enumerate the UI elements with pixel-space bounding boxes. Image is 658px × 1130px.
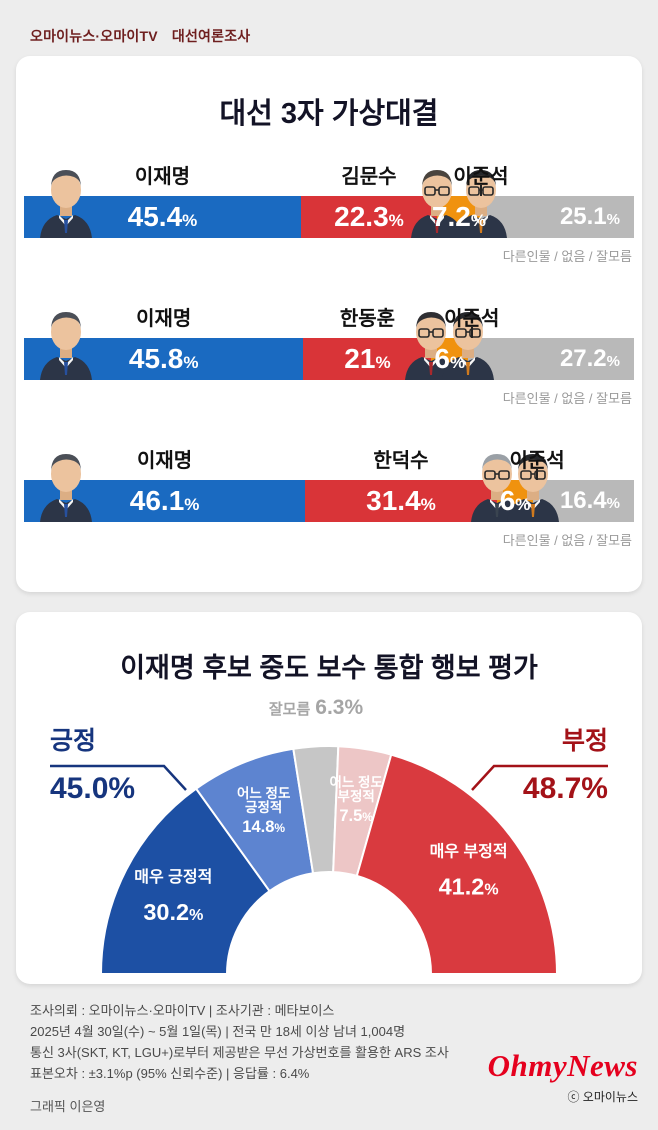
others-caption: 다른인물 / 없음 / 잘모름 <box>502 391 632 406</box>
percent-label: 27.2% <box>559 345 620 372</box>
donut-segment-label: 어느 정도 <box>237 785 291 801</box>
candidate-name: 이준석 <box>453 166 509 188</box>
donut-segment-label: 매우 긍정적 <box>134 868 212 886</box>
candidate-name: 이준석 <box>444 308 500 330</box>
donut-segment-label: 부정적 <box>338 788 375 804</box>
bar-segment <box>468 338 634 380</box>
candidate-photo <box>401 158 473 238</box>
donut-segment <box>99 787 271 975</box>
negative-label: 부정 48.7% <box>522 727 608 806</box>
candidate-name: 이재명 <box>134 166 191 188</box>
matchup-row: 이재명 46.1% 한덕수 31.4% 이준석 6% 16.4% 다른인물 / 없음 / 잘모… <box>24 438 634 580</box>
survey-footer: 조사의뢰 : 오마이뉴스·오마이TV | 조사기관 : 메타보이스 2025년 … <box>30 1000 449 1117</box>
positive-label: 긍정 45.0% <box>50 727 136 806</box>
bar-segment <box>480 196 634 238</box>
matchup-row: 이재명 45.8% 한동훈 21% 이준석 6% 27.2% 다른인물 / 없음 / 잘모름 <box>24 296 634 438</box>
matchup-rows: 이재명 45.4% 김문수 22.3% 이준석 7.2% 25.1% 다른인물 / 없음 / … <box>24 154 634 580</box>
candidate-name: 이재명 <box>136 450 193 472</box>
positive-leader-line <box>50 764 187 791</box>
percent-label: 21% <box>344 343 391 374</box>
positive-name: 긍정 <box>50 727 97 755</box>
dontknow-percent: 6.3% <box>315 696 364 719</box>
percent-label: 7.2% <box>431 201 486 232</box>
graphic-credit: 그래픽 이은영 <box>30 1099 106 1114</box>
others-caption: 다른인물 / 없음 / 잘모름 <box>502 533 632 548</box>
page-header: 오마이뉴스·오마이TV 대선여론조사 <box>30 26 250 46</box>
matchup-card: 대선 3자 가상대결 이재명 45.4% 김문수 22.3% 이준석 7.2% 25.1% 다… <box>16 56 642 592</box>
candidate-name: 이재명 <box>136 308 192 330</box>
candidate-name: 이준석 <box>509 450 565 472</box>
percent-label: 6% <box>434 343 466 374</box>
evaluation-title: 이재명 후보 중도 보수 통합 행보 평가 <box>120 653 538 683</box>
stacked-bar <box>24 338 634 380</box>
header-brand: 오마이뉴스·오마이TV <box>30 28 158 44</box>
donut-segment-label: 매우 부정적 <box>430 842 508 860</box>
percent-label: 31.4% <box>366 485 436 516</box>
percent-label: 22.3% <box>334 201 404 232</box>
matchup-row: 이재명 45.4% 김문수 22.3% 이준석 7.2% 25.1% 다른인물 / 없음 / … <box>24 154 634 296</box>
donut-segment-percent: 7.5% <box>339 807 373 825</box>
percent-label: 16.4% <box>559 487 620 514</box>
donut-segment-label: 어느 정도 <box>329 774 383 790</box>
percent-label: 46.1% <box>129 485 200 516</box>
candidate-photo <box>30 442 102 522</box>
positive-percent: 45.0% <box>50 771 136 805</box>
candidate-photo <box>432 300 504 380</box>
logo-copyright: ⓒ 오마이뉴스 <box>567 1090 638 1104</box>
percent-label: 45.4% <box>127 201 198 232</box>
percent-label: 6% <box>499 485 531 516</box>
others-caption: 다른인물 / 없음 / 잘모름 <box>502 249 632 264</box>
candidate-photo <box>497 442 569 522</box>
footer-line-error: 표본오차 : ±3.1%p (95% 신뢰수준) | 응답률 : 6.4% <box>30 1066 310 1081</box>
label-connector <box>479 185 482 196</box>
logo-text: OhmyNews <box>487 1048 638 1083</box>
footer-line-commission: 조사의뢰 : 오마이뉴스·오마이TV | 조사기관 : 메타보이스 <box>30 1003 335 1018</box>
candidate-name: 한덕수 <box>373 450 429 472</box>
ohmynews-logo: OhmyNews ⓒ 오마이뉴스 <box>488 1048 638 1105</box>
percent-label: 45.8% <box>128 343 199 374</box>
percent-label: 25.1% <box>559 203 620 230</box>
candidate-name: 한동훈 <box>339 308 396 330</box>
negative-leader-line <box>471 764 608 791</box>
donut-segment-label: 긍정적 <box>245 799 282 815</box>
footer-line-method: 통신 3사(SKT, KT, LGU+)로부터 제공받은 무선 가상번호를 활용… <box>30 1045 449 1060</box>
donut-segment <box>355 753 559 975</box>
donut-segment-percent: 30.2% <box>143 899 203 925</box>
footer-line-period: 2025년 4월 30일(수) ~ 5월 1일(목) | 전국 만 18세 이상… <box>30 1024 406 1039</box>
bar-segment <box>305 480 497 522</box>
dontknow-name: 잘모름 <box>268 701 311 718</box>
evaluation-card: 이재명 후보 중도 보수 통합 행보 평가 매우 긍정적 30.2% 어느 정도 긍정… <box>16 612 642 984</box>
negative-name: 부정 <box>561 727 608 755</box>
header-label: 대선여론조사 <box>171 28 251 44</box>
matchup-title: 대선 3자 가상대결 <box>219 98 439 130</box>
candidate-photo <box>30 158 102 238</box>
dontknow-label: 잘모름 6.3% <box>269 696 363 720</box>
negative-percent: 48.7% <box>522 771 608 805</box>
candidate-name: 김문수 <box>341 166 397 188</box>
candidate-photo <box>30 300 102 380</box>
stacked-bar <box>24 196 634 238</box>
label-connector <box>536 469 539 480</box>
donut-segment-percent: 14.8% <box>242 818 285 836</box>
label-connector <box>470 327 473 338</box>
